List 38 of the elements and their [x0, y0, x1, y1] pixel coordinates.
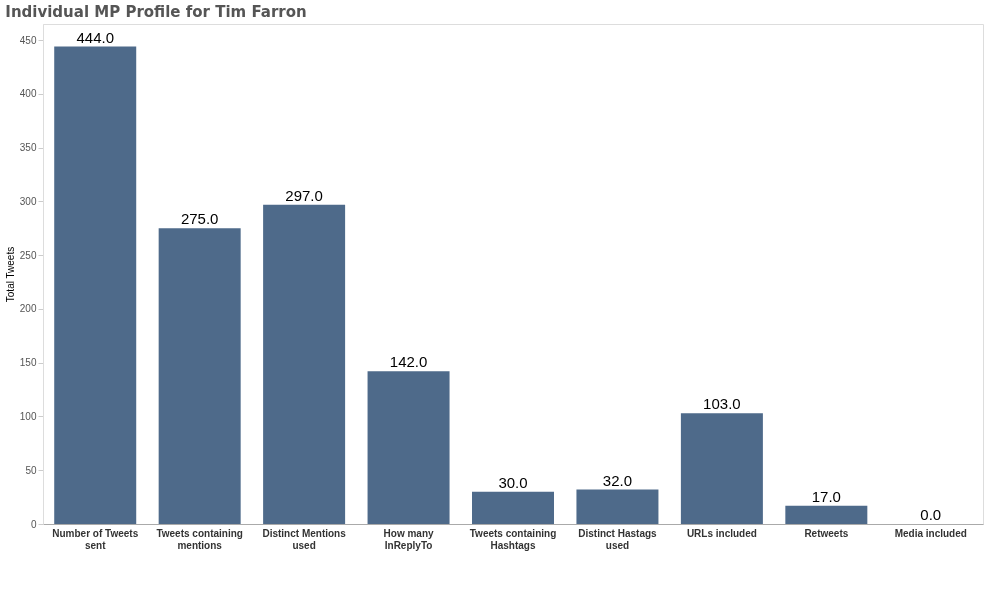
x-tick-label: URLs included: [686, 527, 757, 539]
bar: [680, 413, 763, 524]
data-label: 17.0: [811, 487, 841, 505]
y-tick-label: 0: [30, 518, 37, 530]
data-label: 142.0: [389, 353, 428, 371]
x-tick-label: Distinct Mentions used: [262, 527, 347, 551]
y-tick-label: 400: [19, 88, 37, 100]
x-tick-label: How many InReplyTo: [383, 527, 434, 551]
x-tick-label: Number of Tweets sent: [52, 527, 139, 551]
y-tick-label: 350: [19, 142, 37, 154]
y-tick-label: 100: [19, 410, 37, 422]
data-label: 103.0: [703, 395, 741, 413]
y-tick-label: 250: [19, 249, 37, 261]
data-label: 275.0: [180, 210, 219, 228]
data-label: 30.0: [498, 473, 528, 491]
data-label: 444.0: [76, 28, 114, 46]
x-tick-label: Media included: [894, 527, 967, 539]
y-tick-label: 150: [19, 357, 37, 369]
bar: [785, 505, 868, 524]
y-tick-label: 200: [19, 303, 37, 315]
bar: [158, 228, 241, 524]
x-tick-label: Tweets containing mentions: [156, 527, 243, 551]
bar: [263, 204, 346, 524]
y-tick-label: 300: [19, 195, 37, 207]
bar: [472, 491, 554, 524]
bar: [54, 46, 137, 524]
y-tick-label: 50: [25, 464, 37, 476]
x-tick-label: Retweets: [804, 527, 849, 539]
data-label: 32.0: [602, 471, 633, 489]
y-tick-label: 450: [19, 34, 37, 46]
y-axis-title: Total Tweets: [4, 246, 16, 303]
data-label: 297.0: [285, 186, 323, 204]
x-tick-label: Tweets containing Hashtags: [469, 527, 557, 551]
data-label: 0.0: [920, 506, 942, 523]
chart-title: Individual MP Profile for Tim Farron: [5, 3, 307, 21]
bar: [367, 371, 450, 524]
bar: [576, 489, 659, 524]
x-tick-label: Distinct Hastags used: [578, 527, 658, 551]
